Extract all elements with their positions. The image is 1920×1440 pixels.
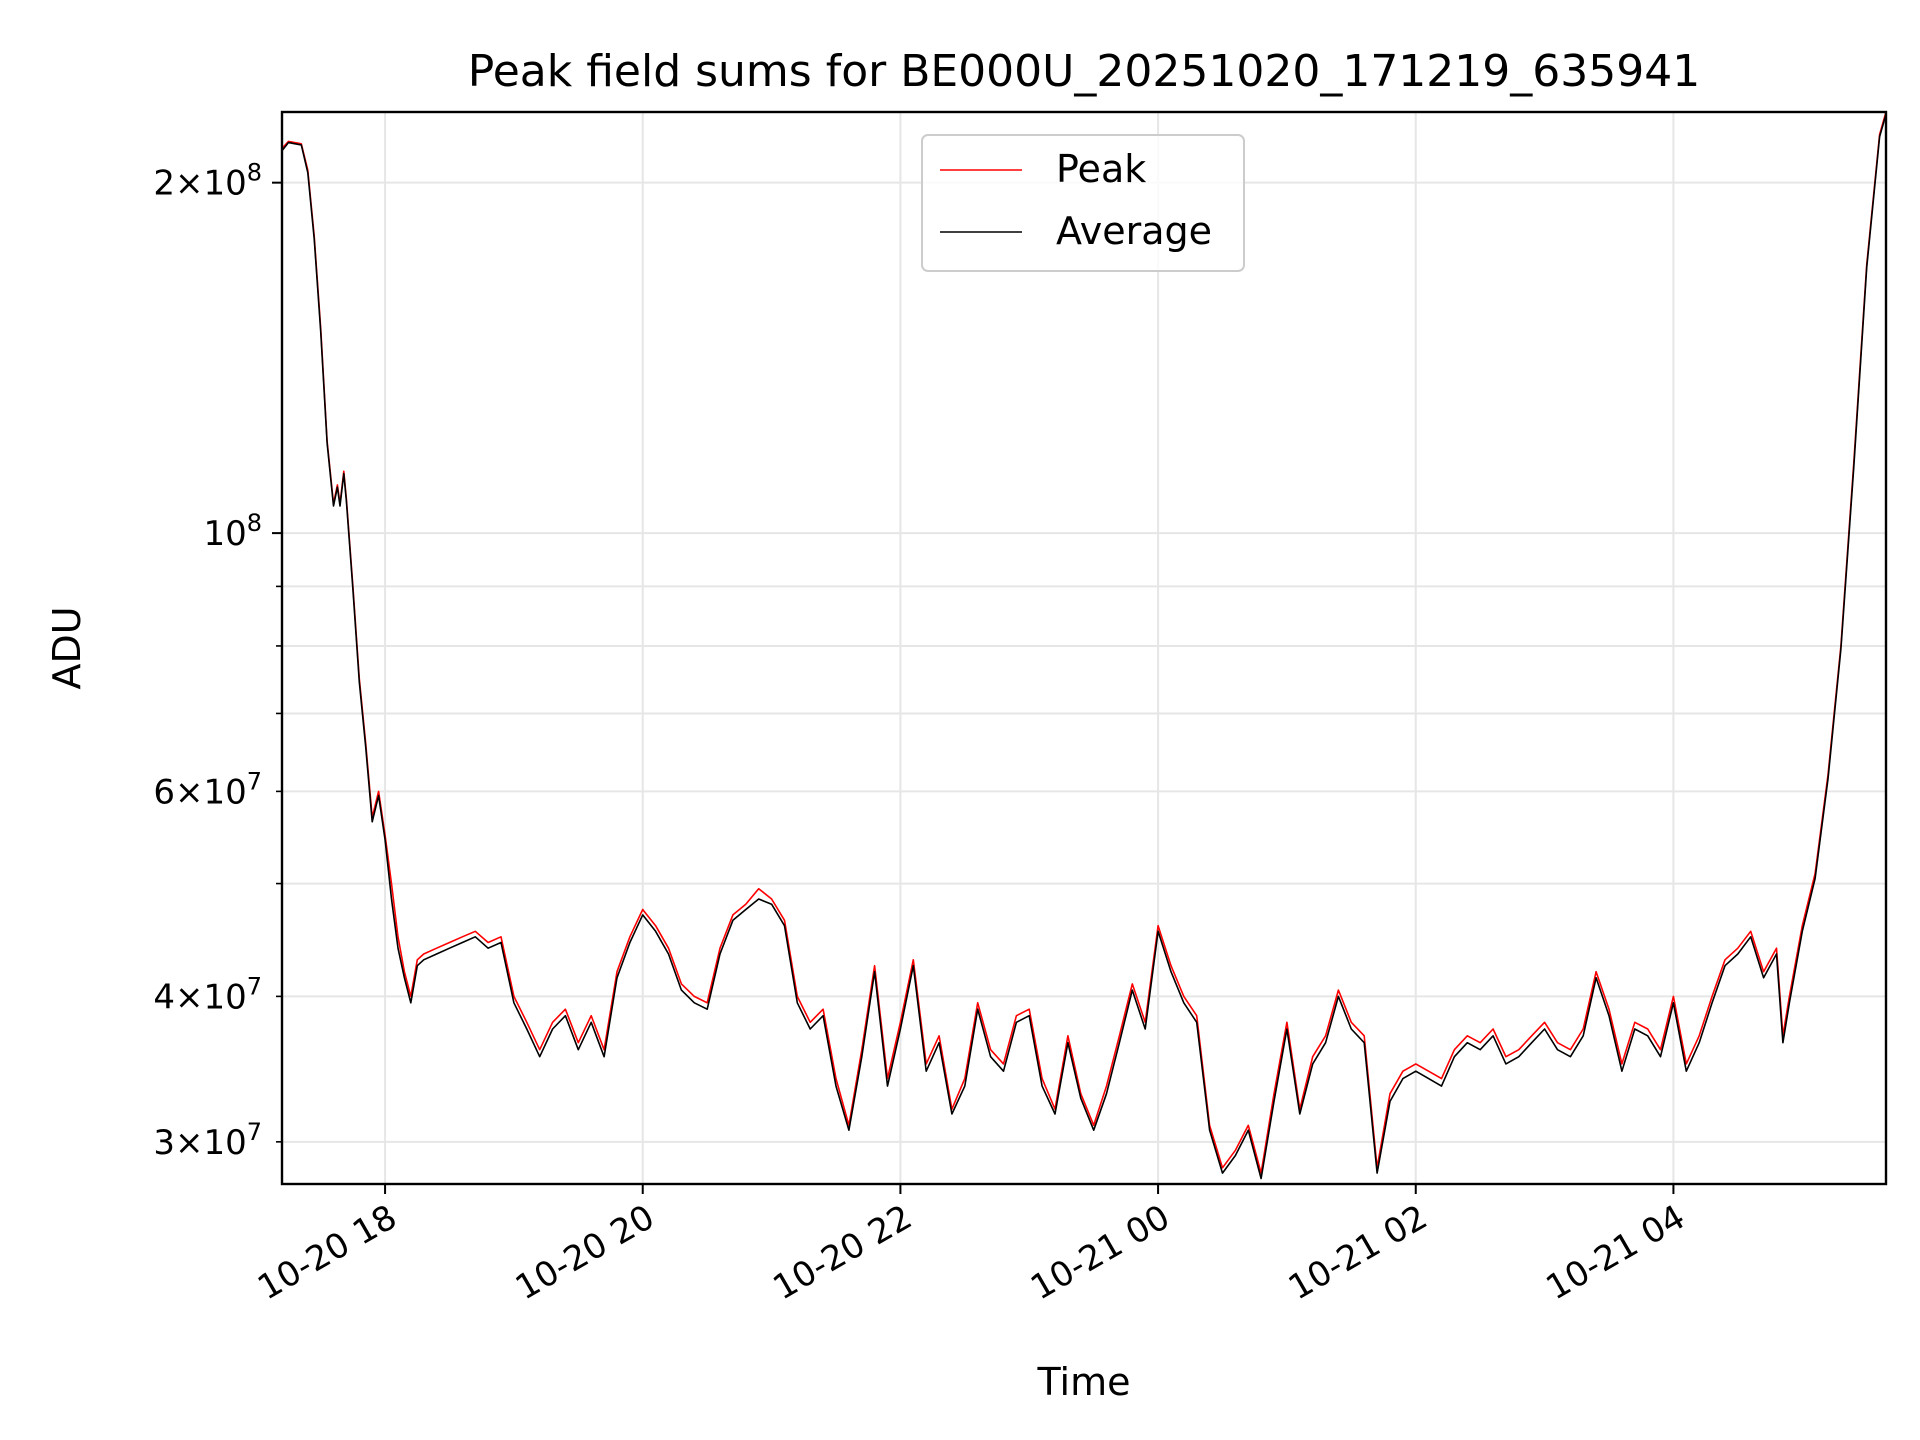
y-tick-label: 2×108 <box>153 159 262 204</box>
legend-box <box>921 134 1245 272</box>
y-tick-label: 3×107 <box>153 1118 262 1163</box>
legend: Peak Average <box>921 134 1245 272</box>
y-tick-label: 108 <box>203 509 262 554</box>
y-tick-label: 4×107 <box>153 972 262 1017</box>
y-tick-label: 6×107 <box>153 767 262 812</box>
y-axis-label: ADU <box>45 606 89 689</box>
grid-layer <box>282 112 1886 1184</box>
plot-area-frame <box>280 110 1888 1186</box>
legend-peak-label: Peak <box>1056 147 1146 191</box>
chart-title: Peak field sums for BE000U_20251020_1712… <box>468 46 1701 97</box>
peak-series-line <box>282 112 1886 1174</box>
x-axis-label: Time <box>1037 1360 1131 1404</box>
legend-average-label: Average <box>1056 209 1212 253</box>
series-layer <box>282 112 1886 1180</box>
average-series-line <box>282 113 1886 1180</box>
